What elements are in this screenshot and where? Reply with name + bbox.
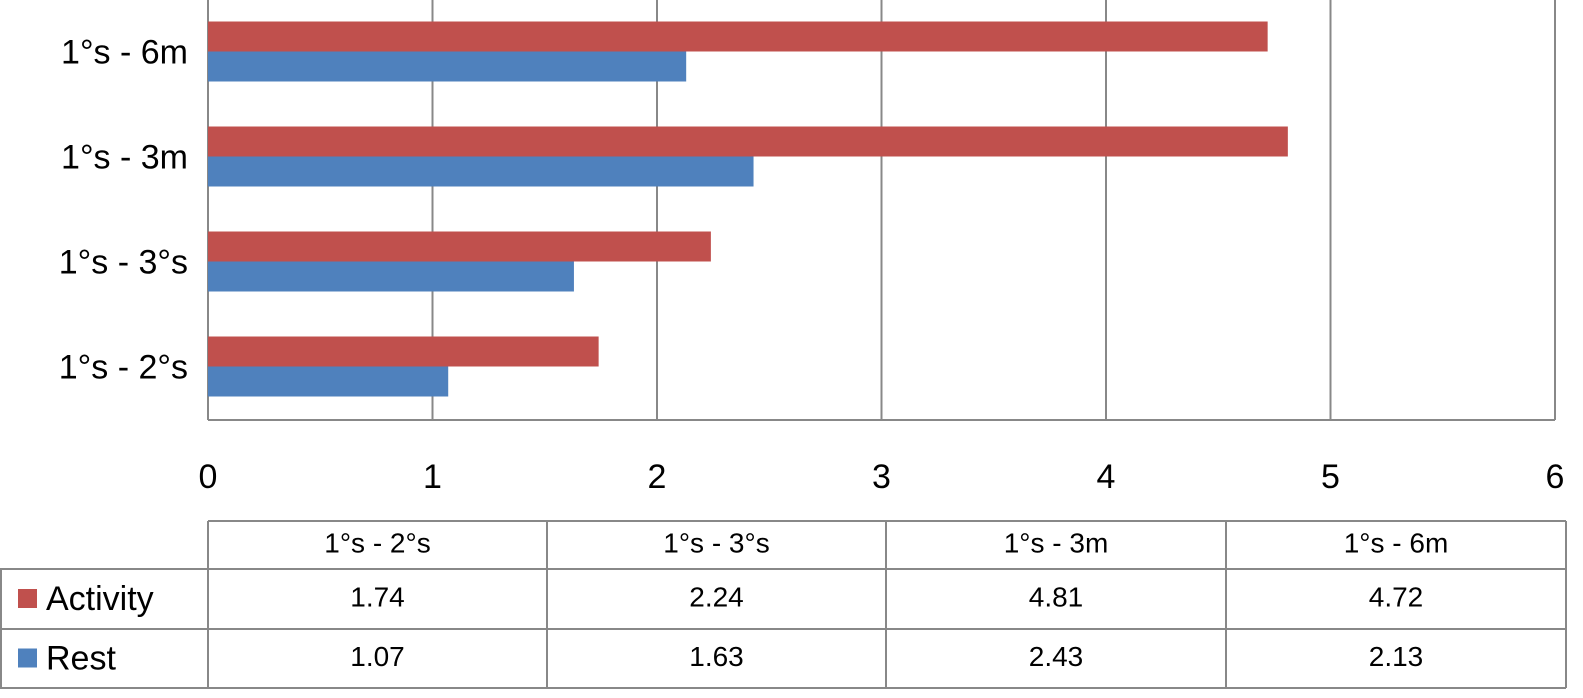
table-cell: 2.43 [1029,641,1084,672]
legend-swatch [18,589,37,608]
x-tick-label: 2 [648,458,667,496]
bar [208,261,574,292]
x-tick-label: 5 [1321,458,1340,496]
table-cell: 2.13 [1369,641,1424,672]
y-tick-label: 1°s - 6m [61,33,188,71]
bar [208,231,711,262]
table-cell: 1.07 [350,641,405,672]
bar [208,156,754,187]
table-cell: 1.74 [350,581,405,612]
x-tick-label: 1 [423,458,442,496]
legend-swatch [18,648,37,668]
x-tick-label: 4 [1097,458,1116,496]
legend-label: Rest [46,639,116,677]
bar [208,126,1288,157]
bar [208,366,449,397]
table-header: 1°s - 6m [1344,527,1449,558]
legend-label: Activity [46,580,154,618]
x-tick-label: 3 [872,458,891,496]
y-tick-label: 1°s - 3°s [59,243,188,281]
x-tick-label: 6 [1546,458,1565,496]
y-tick-label: 1°s - 2°s [59,348,188,386]
bar [208,336,599,367]
table-header: 1°s - 3°s [663,527,769,558]
table-cell: 4.81 [1029,581,1084,612]
table-cell: 2.24 [689,581,744,612]
table-header: 1°s - 3m [1004,527,1109,558]
table-cell: 4.72 [1369,581,1424,612]
y-tick-label: 1°s - 3m [61,138,188,176]
table-cell: 1.63 [689,641,744,672]
bar [208,51,687,82]
x-tick-label: 0 [199,458,218,496]
bar [208,21,1268,52]
table-header: 1°s - 2°s [324,527,430,558]
